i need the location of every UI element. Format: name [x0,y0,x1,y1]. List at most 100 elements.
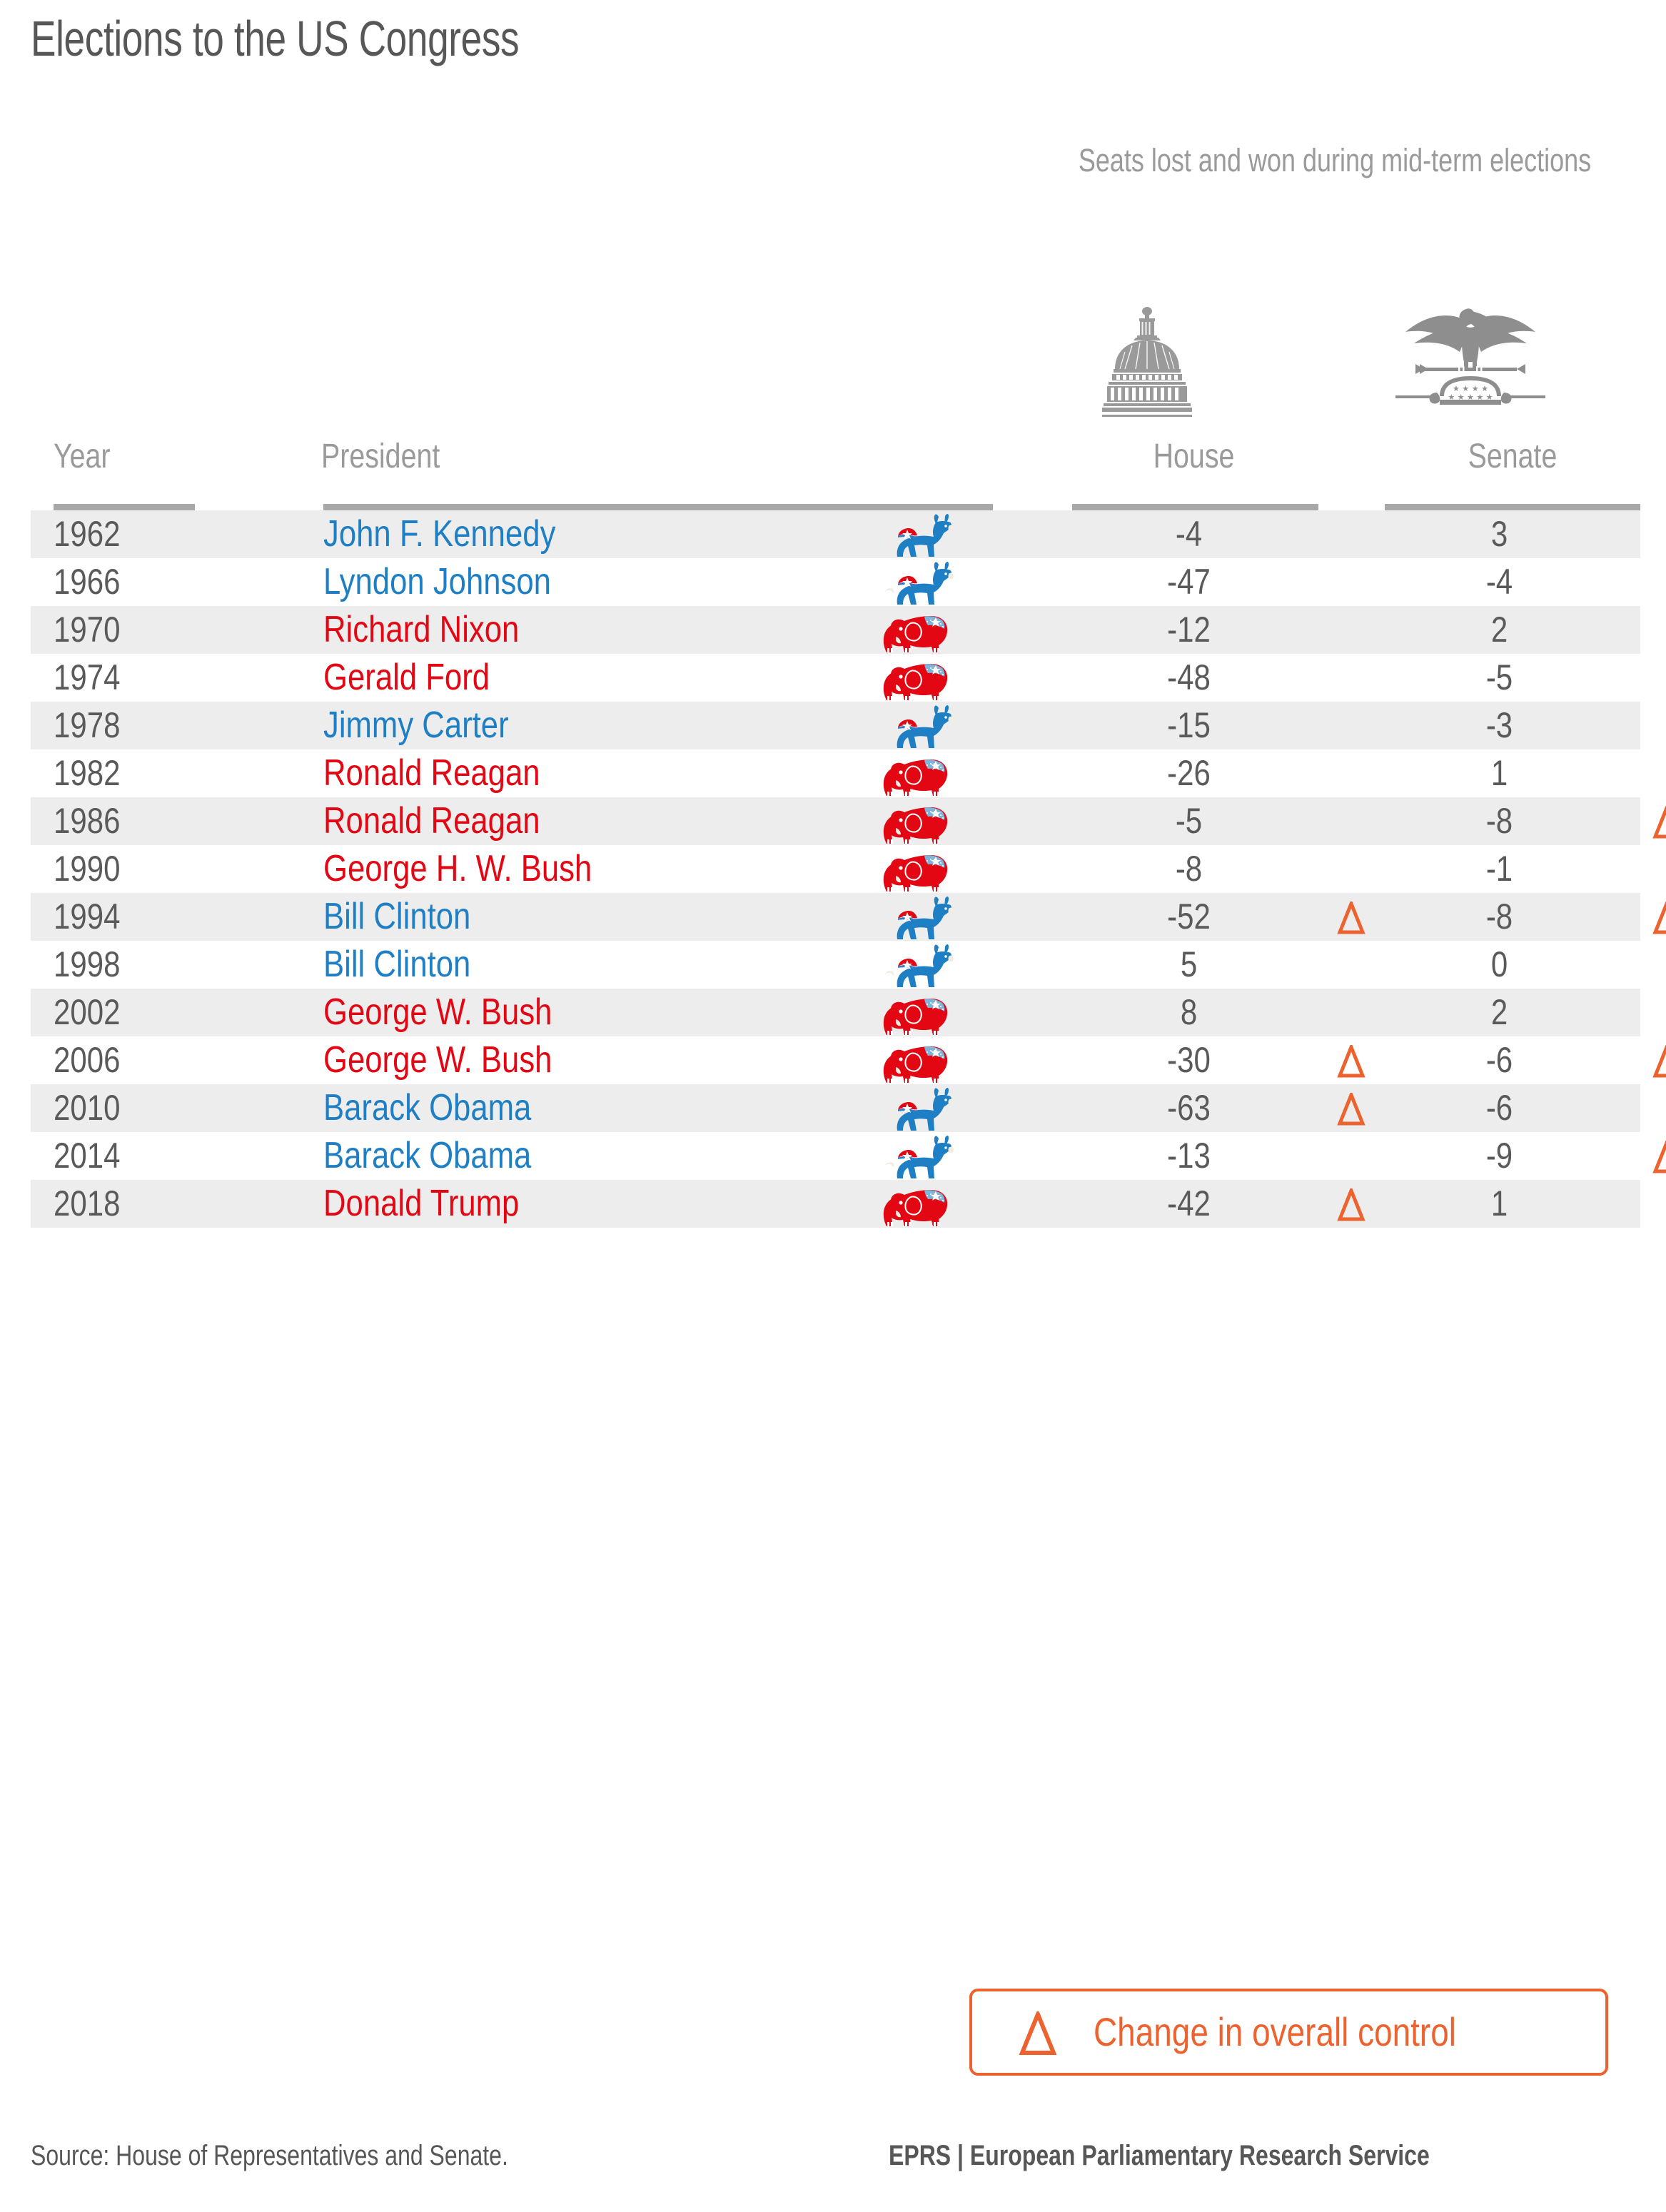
cell-year: 1966 [54,562,121,602]
table-row[interactable]: 1970 Richard Nixon -12 2 [31,606,1640,654]
cell-senate-seats: 2 [1490,992,1508,1032]
house-change-triangle-delta-icon [1336,1045,1367,1078]
cell-house-seats: -52 [1167,897,1211,936]
column-header-year: Year [54,438,111,475]
cell-house-seats: -5 [1175,801,1203,841]
table-row[interactable]: 1978 Jimmy Carter -15 -3 [31,702,1640,749]
header-rule-senate [1385,504,1640,510]
table-row[interactable]: 1990 George H. W. Bush -8 -1 [31,845,1640,893]
cell-senate-seats: -1 [1485,849,1513,889]
cell-year: 1962 [54,514,121,554]
table-row[interactable]: 2018 Donald Trump -42 1 [31,1180,1640,1228]
cell-senate-seats: 3 [1490,514,1508,554]
cell-house-seats: -42 [1167,1183,1211,1223]
cell-house-seats: -48 [1167,657,1211,697]
svg-text:★ ★ ★ ★ ★: ★ ★ ★ ★ ★ [1448,393,1493,402]
house-change-triangle-delta-icon [1336,1093,1367,1126]
cell-senate-seats: -4 [1485,562,1513,602]
cell-president-name: Bill Clinton [323,896,471,937]
cell-year: 1970 [54,610,121,650]
cell-year: 1982 [54,753,121,793]
chart-subtitle: Seats lost and won during mid-term elect… [1078,142,1592,178]
senate-change-triangle-delta-icon [1651,806,1666,839]
cell-house-seats: -26 [1167,753,1211,793]
cell-house-seats: 8 [1180,992,1198,1032]
cell-house-seats: -15 [1167,705,1211,745]
table-row[interactable]: 1998 Bill Clinton 5 0 [31,941,1640,989]
cell-senate-seats: -8 [1485,897,1513,936]
legend-label: Change in overall control [1094,2009,1456,2054]
democratic-donkey-icon [859,558,973,606]
header-rule-president [323,504,993,510]
cell-year: 2002 [54,992,121,1032]
cell-house-seats: -30 [1167,1040,1211,1080]
table-row[interactable]: 1962 John F. Kennedy -4 3 [31,510,1640,558]
cell-president-name: Ronald Reagan [323,752,540,794]
table-row[interactable]: 2006 George W. Bush -30 -6 [31,1036,1666,1084]
table-row[interactable]: 1982 Ronald Reagan -26 1 [31,749,1640,797]
cell-house-seats: -13 [1167,1136,1211,1176]
svg-text:★ ★ ★ ★: ★ ★ ★ ★ [1453,384,1488,393]
cell-senate-seats: -3 [1485,705,1513,745]
cell-president-name: John F. Kennedy [323,513,556,555]
cell-year: 2010 [54,1088,121,1128]
senate-change-triangle-delta-icon [1651,902,1666,934]
cell-senate-seats: 1 [1490,753,1508,793]
header-rule-year [54,504,195,510]
cell-house-seats: -4 [1175,514,1203,554]
triangle-delta-icon [1016,2011,1059,2056]
republican-elephant-icon [859,654,973,702]
republican-elephant-icon [859,845,973,893]
cell-senate-seats: -6 [1485,1040,1513,1080]
column-header-house: House [1153,438,1235,475]
democratic-donkey-icon [859,702,973,749]
column-header-senate: Senate [1468,438,1558,475]
cell-year: 1986 [54,801,121,841]
cell-president-name: Gerald Ford [323,657,490,698]
republican-elephant-icon [859,749,973,797]
cell-house-seats: -12 [1167,610,1211,650]
column-header-president: President [321,438,440,475]
capitol-dome-icon [1086,303,1208,418]
cell-senate-seats: -6 [1485,1088,1513,1128]
table-row[interactable]: 2014 Barack Obama -13 -9 [31,1132,1666,1180]
cell-president-name: Ronald Reagan [323,800,540,842]
table-row[interactable]: 2010 Barack Obama -63 -6 [31,1084,1640,1132]
cell-president-name: Jimmy Carter [323,704,509,746]
table-row[interactable]: 2002 George W. Bush 8 2 [31,989,1640,1036]
cell-president-name: George W. Bush [323,1039,552,1081]
cell-senate-seats: 2 [1490,610,1508,650]
cell-year: 1998 [54,944,121,984]
cell-year: 1978 [54,705,121,745]
table-row[interactable]: 1974 Gerald Ford -48 -5 [31,654,1640,702]
senate-change-triangle-delta-icon [1651,1045,1666,1078]
democratic-donkey-icon [859,1132,973,1180]
eprs-credit: EPRS | European Parliamentary Research S… [889,2140,1430,2171]
table-row[interactable]: 1994 Bill Clinton -52 -8 [31,893,1666,941]
republican-elephant-icon [859,797,973,845]
republican-elephant-icon [859,606,973,654]
republican-elephant-icon [859,1180,973,1228]
senate-eagle-seal-icon: ★ ★ ★ ★ ★ ★ ★ ★ ★ [1395,296,1545,418]
table-row[interactable]: 1986 Ronald Reagan -5 -8 [31,797,1666,845]
cell-senate-seats: -8 [1485,801,1513,841]
senate-change-triangle-delta-icon [1651,1141,1666,1173]
cell-president-name: Bill Clinton [323,944,471,985]
cell-year: 2018 [54,1183,121,1223]
table-row[interactable]: 1966 Lyndon Johnson -47 -4 [31,558,1640,606]
republican-elephant-icon [859,1036,973,1084]
page-title: Elections to the US Congress [31,11,520,66]
cell-president-name: Barack Obama [323,1135,532,1176]
cell-president-name: Donald Trump [323,1183,520,1224]
democratic-donkey-icon [859,510,973,558]
cell-president-name: Richard Nixon [323,609,520,650]
cell-senate-seats: 1 [1490,1183,1508,1223]
cell-president-name: Barack Obama [323,1087,532,1128]
democratic-donkey-icon [859,1084,973,1132]
cell-year: 1994 [54,897,121,936]
cell-house-seats: -47 [1167,562,1211,602]
cell-senate-seats: -9 [1485,1136,1513,1176]
house-change-triangle-delta-icon [1336,902,1367,934]
cell-year: 2006 [54,1040,121,1080]
source-note: Source: House of Representatives and Sen… [31,2140,508,2171]
